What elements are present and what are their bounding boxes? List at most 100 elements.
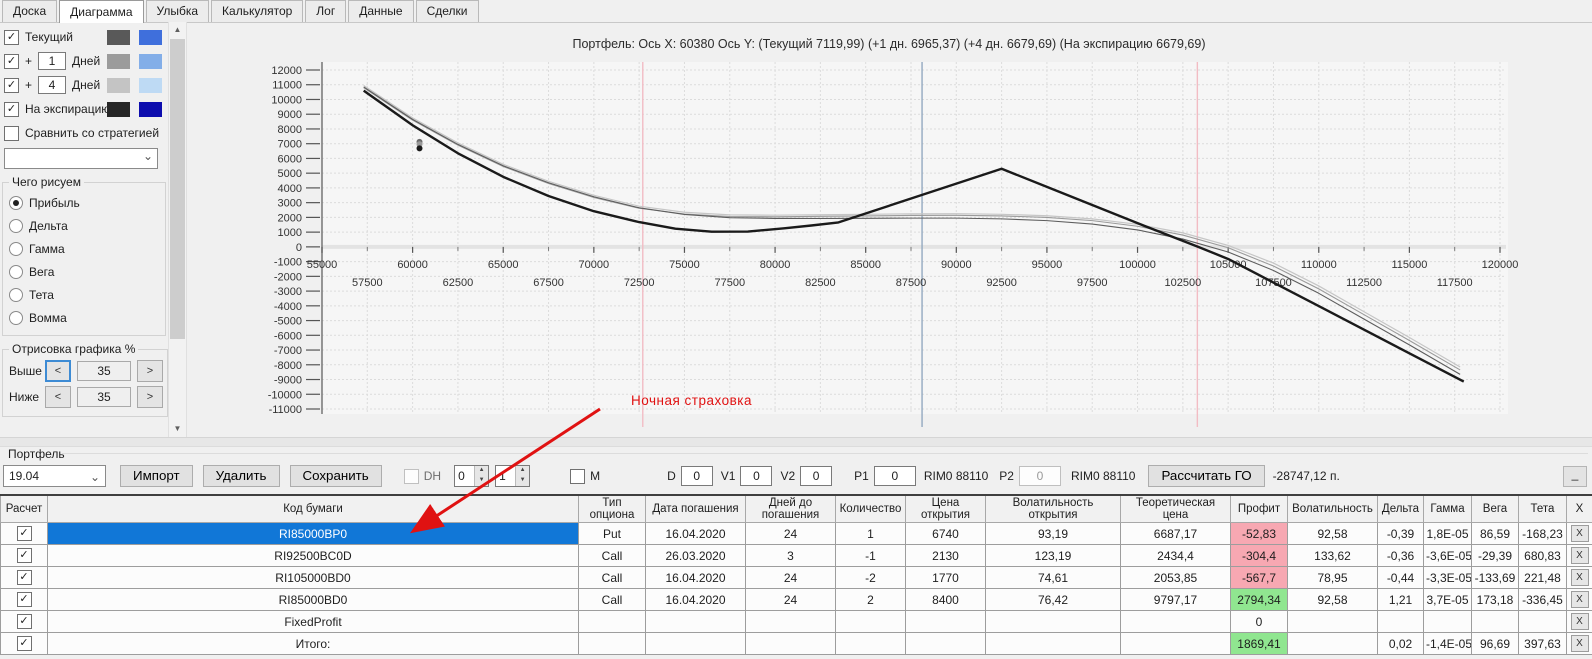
tab-sdelki[interactable]: Сделки [415,0,479,22]
m-checkbox[interactable] [570,468,586,484]
profit-chart[interactable]: 12000 11000 10000 9000 8000 7000 6000 5000 4000 3… [186,22,1592,437]
row-code-cell[interactable]: RI105000BD0 [47,566,579,589]
increment-button[interactable]: > [137,386,163,408]
radio-button[interactable] [9,264,23,279]
row-checkbox[interactable]: ✓ [16,570,32,585]
days-input-plus-1-day[interactable]: 1 [38,52,67,70]
increment-button[interactable]: > [137,360,163,382]
row-code-cell[interactable]: RI92500BC0D [47,544,579,567]
table-row-3[interactable]: ✓ RI85000BD0 Call 16.04.2020 24 2 8400 76,42 979… [0,588,1592,611]
color-swatch-1[interactable] [107,53,130,69]
col-header-4[interactable]: Дней до погашения [745,494,836,523]
tab-doska[interactable]: Доска [2,0,58,22]
radio-button[interactable] [9,241,23,256]
col-header-6[interactable]: Цена открытия [905,494,986,523]
radio-button[interactable] [9,310,23,325]
draw-option-4[interactable]: Тета [9,283,161,306]
v1-input[interactable]: 0 [740,466,773,486]
col-header-14[interactable]: Тета [1518,494,1567,523]
row-checkbox[interactable]: ✓ [16,526,32,541]
scrollbar-down-icon[interactable]: ▼ [173,424,182,433]
scrollbar-up-icon[interactable]: ▲ [173,25,182,34]
decrement-button[interactable]: < [45,386,71,408]
scrollbar-thumb[interactable] [170,39,185,339]
color-swatch-2[interactable] [139,77,162,93]
tab-diagramma[interactable]: Диаграмма [59,0,144,23]
color-swatch-2[interactable] [139,101,162,117]
calc-go-button[interactable]: Рассчитать ГО [1148,465,1265,487]
strategy-combobox[interactable]: ⌄ [4,148,158,169]
collapse-button[interactable]: _ [1563,466,1587,487]
draw-option-2[interactable]: Гамма [9,237,161,260]
splitter[interactable] [0,437,1592,447]
delete-button[interactable]: Удалить [202,465,280,487]
table-row-5[interactable]: ✓ Итого: 1869,41 0,02 -1,4E-05 96,69 397,63 X [0,632,1592,655]
row-delete-button[interactable]: X [1570,547,1589,564]
table-row-0[interactable]: ✓ RI85000BP0 Put 16.04.2020 24 1 6740 93,19 6687… [0,522,1592,545]
row-delete-button[interactable]: X [1570,635,1589,652]
col-header-0[interactable]: Расчет [0,494,48,523]
row-delete-button[interactable]: X [1570,525,1589,542]
radio-button[interactable] [9,195,23,210]
percent-value-above[interactable]: 35 [77,361,131,381]
spinner-up-icon[interactable]: ▲ [475,466,489,476]
col-header-5[interactable]: Количество [835,494,906,523]
tab-log[interactable]: Лог [305,0,347,22]
import-button[interactable]: Импорт [120,465,193,487]
curve-checkbox-plus-1-day[interactable]: ✓ [4,53,19,69]
row-checkbox[interactable]: ✓ [16,636,32,651]
row-delete-button[interactable]: X [1570,591,1589,608]
curve-checkbox-current[interactable]: ✓ [4,29,19,45]
color-swatch-1[interactable] [107,29,130,45]
color-swatch-1[interactable] [107,101,130,117]
col-header-8[interactable]: Теоретическая цена [1120,494,1231,523]
compare-strategy-checkbox[interactable] [4,125,19,141]
col-header-2[interactable]: Тип опциона [578,494,646,523]
portfolio-select[interactable]: 19.04 ⌄ [3,465,106,487]
col-header-12[interactable]: Гамма [1423,494,1472,523]
radio-button[interactable] [9,287,23,302]
d-input[interactable]: 0 [680,466,713,486]
draw-option-5[interactable]: Вомма [9,306,161,329]
color-swatch-2[interactable] [139,53,162,69]
spinner-up-icon[interactable]: ▲ [516,466,530,476]
col-header-7[interactable]: Волатильность открытия [985,494,1121,523]
percent-value-below[interactable]: 35 [77,387,131,407]
decrement-button[interactable]: < [45,360,71,382]
spinner-down-icon[interactable]: ▼ [475,476,489,486]
row-checkbox[interactable]: ✓ [16,614,32,629]
color-swatch-1[interactable] [107,77,130,93]
col-header-1[interactable]: Код бумаги [47,494,579,523]
row-code-cell[interactable]: Итого: [47,632,579,655]
radio-button[interactable] [9,218,23,233]
days-input-plus-4-days[interactable]: 4 [38,76,67,94]
tab-dannye[interactable]: Данные [348,0,414,22]
draw-option-1[interactable]: Дельта [9,214,161,237]
p2-input[interactable]: 0 [1018,466,1061,486]
table-row-4[interactable]: ✓ FixedProfit 0 X [0,610,1592,633]
chart-canvas[interactable]: 1200011000100009000800070006000500040003… [186,22,1592,437]
tab-ulybka[interactable]: Улыбка [145,0,210,22]
row-checkbox[interactable]: ✓ [16,548,32,563]
dh-spinner-1[interactable]: 0 ▲ ▼ [454,465,490,487]
panel-scrollbar[interactable]: ▲ ▼ [168,22,187,437]
color-swatch-2[interactable] [139,29,162,45]
col-header-13[interactable]: Вега [1471,494,1519,523]
col-header-9[interactable]: Профит [1230,494,1288,523]
row-checkbox[interactable]: ✓ [16,592,32,607]
p1-input[interactable]: 0 [873,466,916,486]
col-header-11[interactable]: Дельта [1377,494,1424,523]
row-code-cell[interactable]: FixedProfit [47,610,579,633]
draw-option-0[interactable]: Прибыль [9,191,161,214]
compare-strategy-row[interactable]: Сравнить со стратегией [4,122,168,144]
tab-kalkulyator[interactable]: Калькулятор [211,0,304,22]
table-row-1[interactable]: ✓ RI92500BC0D Call 26.03.2020 3 -1 2130 123,19 2… [0,544,1592,567]
dh-checkbox[interactable] [403,468,419,484]
save-button[interactable]: Сохранить [289,465,382,487]
curve-checkbox-plus-4-days[interactable]: ✓ [4,77,19,93]
spinner-down-icon[interactable]: ▼ [516,476,530,486]
col-header-3[interactable]: Дата погашения [645,494,746,523]
row-code-cell[interactable]: RI85000BD0 [47,588,579,611]
curve-checkbox-expiration[interactable]: ✓ [4,101,19,117]
col-header-15[interactable]: X [1566,494,1592,523]
